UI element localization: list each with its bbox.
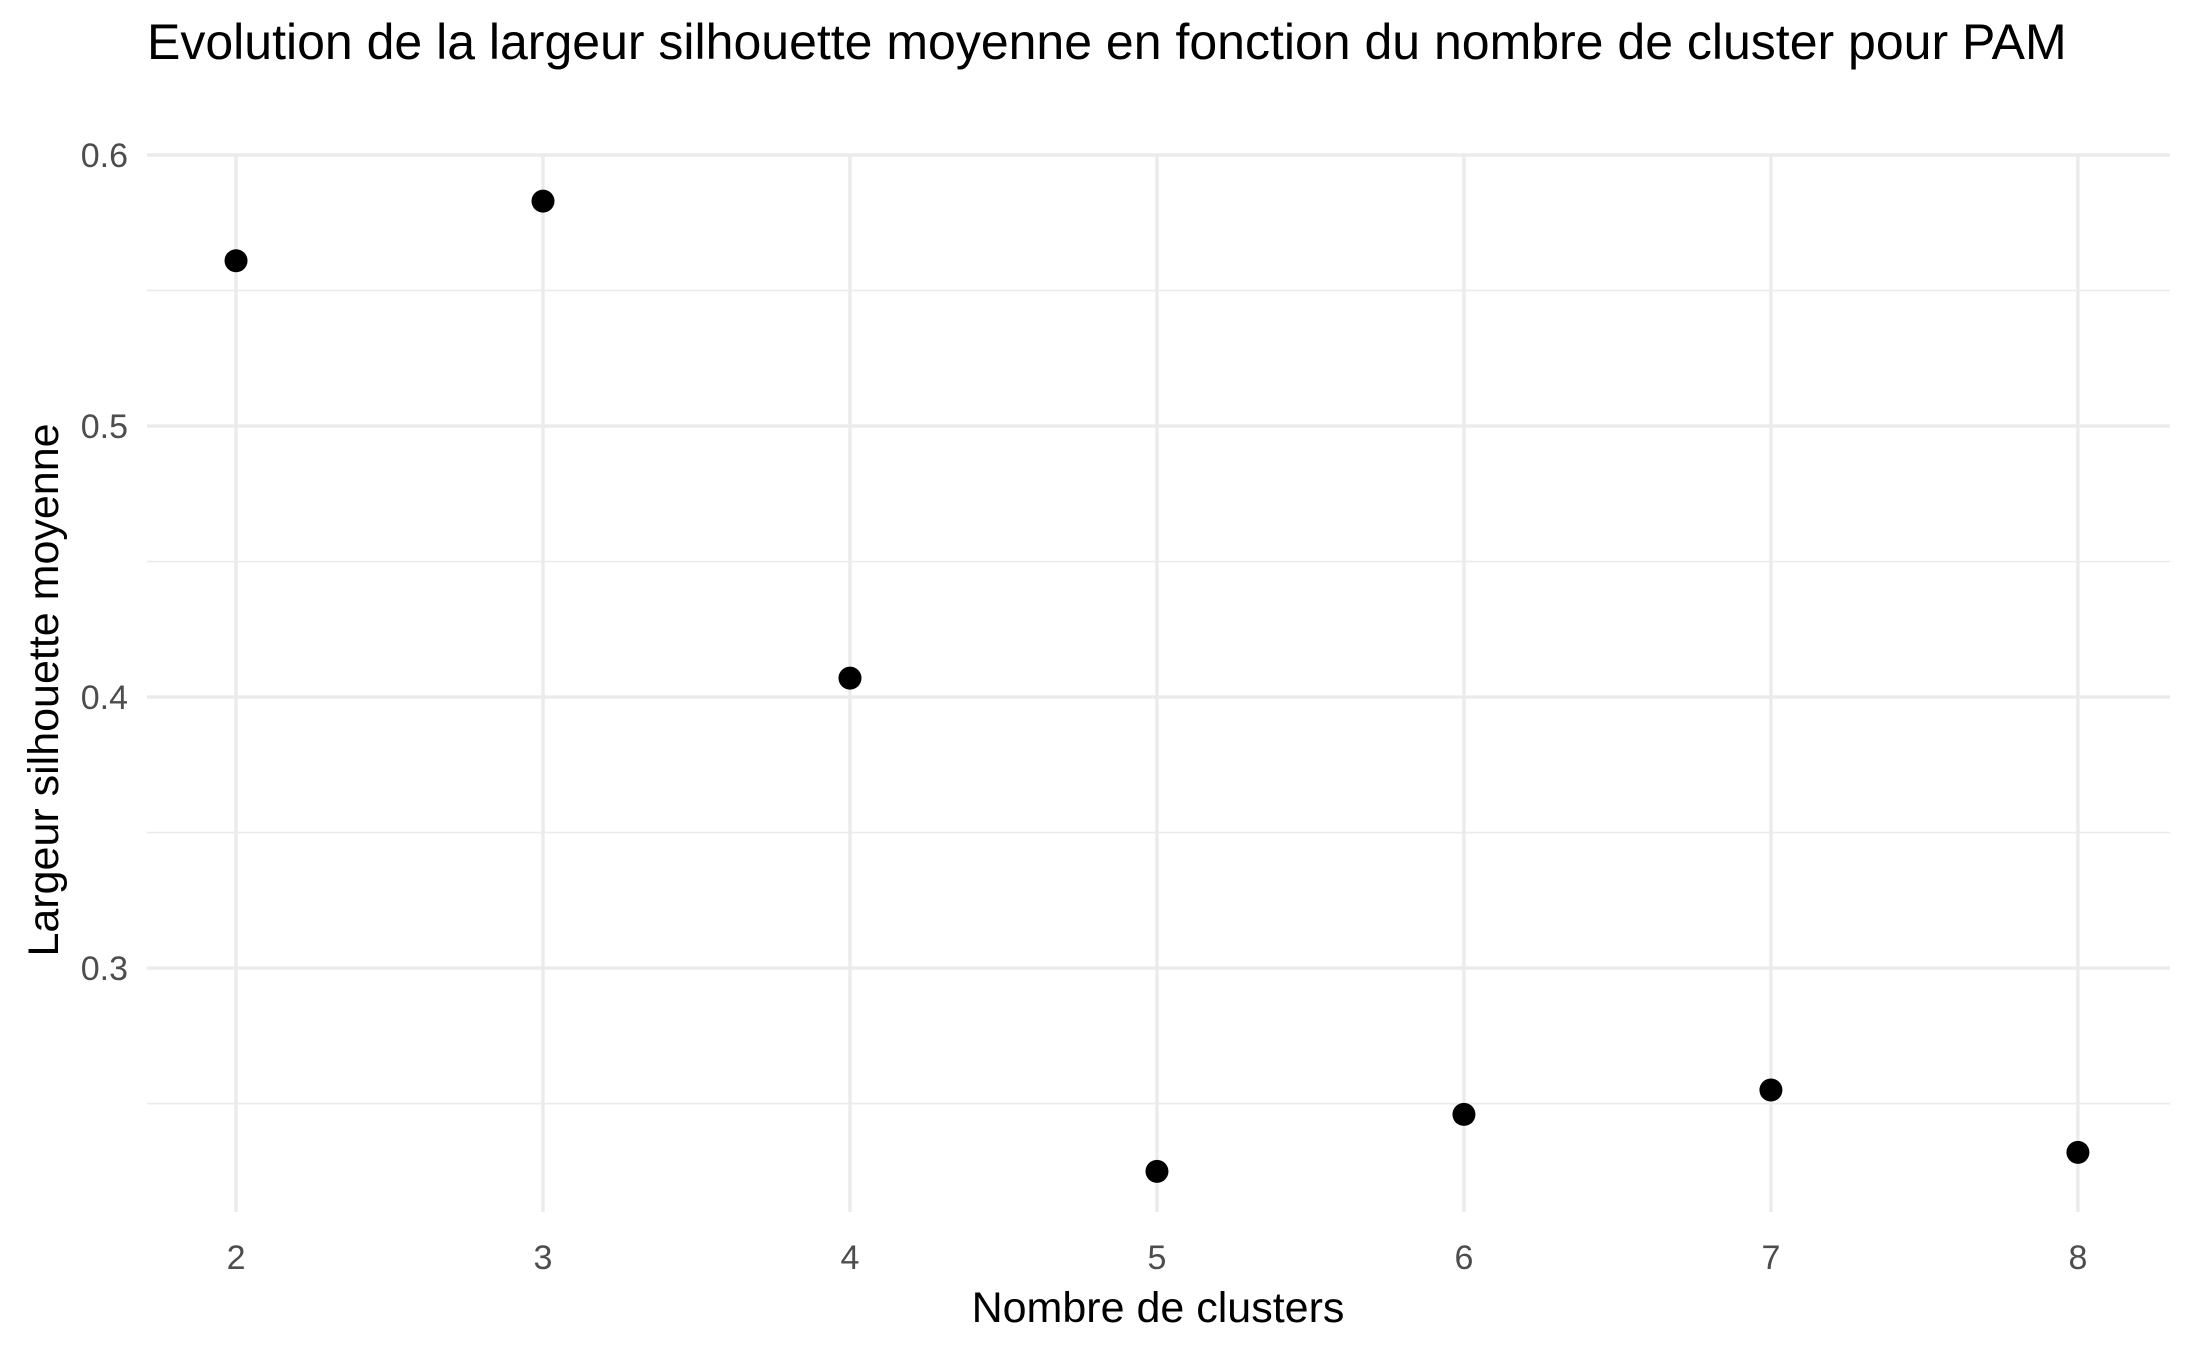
x-tick-label: 5: [1148, 1239, 1167, 1277]
data-point: [1145, 1159, 1169, 1183]
y-tick-label: 0.3: [81, 950, 128, 988]
x-tick-label: 2: [227, 1239, 246, 1277]
x-tick-label: 3: [534, 1239, 553, 1277]
x-axis-title: Nombre de clusters: [972, 1284, 1345, 1332]
x-tick-label: 6: [1454, 1239, 1473, 1277]
data-point: [1759, 1078, 1783, 1102]
data-point: [224, 249, 248, 273]
y-tick-label: 0.4: [81, 679, 128, 717]
y-tick-label: 0.6: [81, 137, 128, 175]
x-tick-label: 7: [1761, 1239, 1780, 1277]
x-tick-label: 8: [2068, 1239, 2087, 1277]
data-point: [1452, 1102, 1476, 1126]
y-axis-title: Largeur silhouette moyenne: [20, 423, 68, 956]
data-point: [2066, 1140, 2090, 1164]
grid-major: [147, 153, 2170, 1212]
y-tick-labels: 0.3 0.4 0.5 0.6: [81, 137, 128, 988]
chart-title: Evolution de la largeur silhouette moyen…: [147, 14, 2067, 70]
data-points: [224, 189, 2090, 1183]
y-tick-label: 0.5: [81, 408, 128, 446]
data-point: [838, 666, 862, 690]
x-tick-labels: 2 3 4 5 6 7 8: [227, 1239, 2088, 1277]
data-point: [531, 189, 555, 213]
x-tick-label: 4: [841, 1239, 860, 1277]
